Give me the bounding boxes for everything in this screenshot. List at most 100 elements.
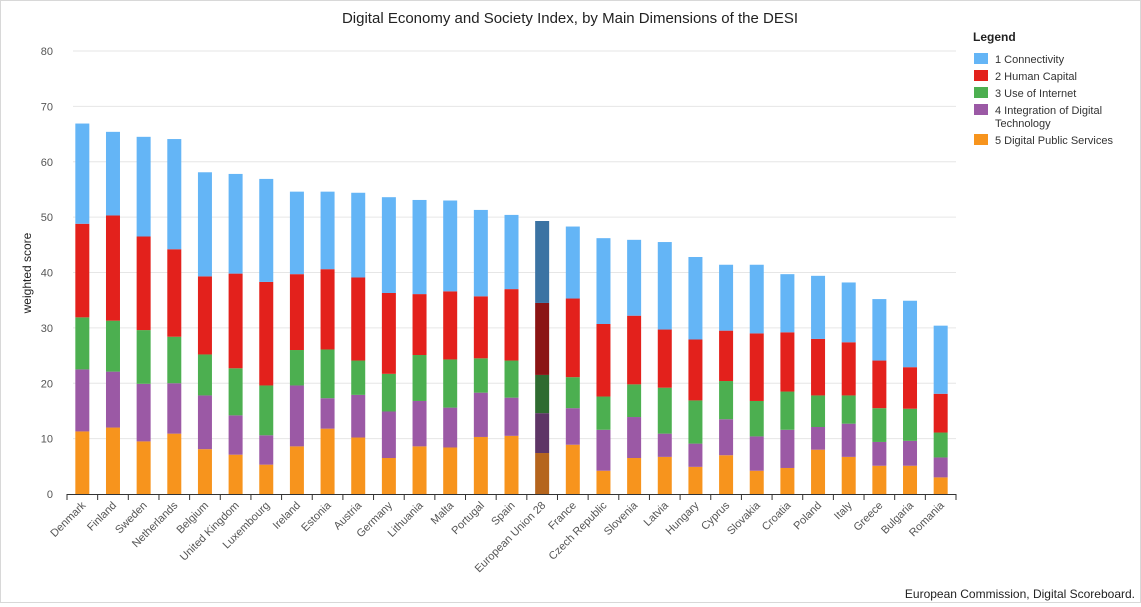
bar-segment[interactable] — [657, 242, 672, 330]
bar-segment[interactable] — [719, 381, 734, 420]
bar-segment[interactable] — [320, 191, 335, 270]
bar-segment[interactable] — [780, 429, 795, 468]
bar-segment[interactable] — [780, 467, 795, 494]
bar-segment[interactable] — [565, 444, 580, 494]
bar-segment[interactable] — [351, 360, 366, 395]
bar-segment[interactable] — [228, 415, 243, 455]
bar-segment[interactable] — [381, 292, 396, 374]
bar-segment[interactable] — [872, 441, 887, 466]
bar-segment[interactable] — [535, 374, 550, 414]
bar-segment[interactable] — [105, 131, 120, 216]
bar-segment[interactable] — [167, 139, 182, 250]
bar-segment[interactable] — [136, 383, 151, 442]
bar-segment[interactable] — [228, 273, 243, 369]
bar-segment[interactable] — [259, 281, 274, 386]
bar-segment[interactable] — [903, 300, 918, 368]
bar-segment[interactable] — [565, 226, 580, 299]
bar-segment[interactable] — [259, 385, 274, 436]
bar-segment[interactable] — [167, 433, 182, 494]
bar-segment[interactable] — [688, 466, 703, 494]
bar-segment[interactable] — [565, 408, 580, 445]
bar-segment[interactable] — [719, 419, 734, 456]
bar-segment[interactable] — [933, 393, 948, 433]
bar-segment[interactable] — [197, 395, 212, 450]
bar-segment[interactable] — [780, 391, 795, 430]
bar-segment[interactable] — [381, 458, 396, 494]
bar-segment[interactable] — [473, 296, 488, 359]
bar-segment[interactable] — [289, 446, 304, 494]
bar-segment[interactable] — [596, 429, 611, 471]
bar-segment[interactable] — [228, 173, 243, 274]
bar-segment[interactable] — [872, 360, 887, 409]
bar-segment[interactable] — [136, 330, 151, 384]
bar-segment[interactable] — [903, 465, 918, 494]
bar-segment[interactable] — [167, 336, 182, 384]
bar-segment[interactable] — [627, 417, 642, 459]
bar-segment[interactable] — [320, 428, 335, 494]
bar-segment[interactable] — [535, 221, 550, 303]
bar-segment[interactable] — [381, 197, 396, 293]
bar-segment[interactable] — [289, 191, 304, 275]
legend-label[interactable]: 4 Integration of Digital — [995, 105, 1102, 117]
legend-label[interactable]: Technology — [995, 118, 1051, 130]
bar-segment[interactable] — [75, 123, 90, 224]
bar-segment[interactable] — [903, 408, 918, 441]
bar-segment[interactable] — [504, 289, 519, 361]
bar-segment[interactable] — [657, 329, 672, 388]
bar-segment[interactable] — [657, 433, 672, 457]
bar-segment[interactable] — [811, 426, 826, 450]
bar-segment[interactable] — [688, 256, 703, 340]
bar-segment[interactable] — [105, 215, 120, 321]
bar-segment[interactable] — [412, 446, 427, 494]
bar-segment[interactable] — [443, 407, 458, 448]
bar-segment[interactable] — [289, 385, 304, 447]
bar-segment[interactable] — [504, 397, 519, 436]
bar-segment[interactable] — [75, 431, 90, 494]
bar-segment[interactable] — [933, 477, 948, 494]
bar-segment[interactable] — [228, 368, 243, 416]
bar-segment[interactable] — [351, 192, 366, 278]
bar-segment[interactable] — [443, 200, 458, 292]
bar-segment[interactable] — [75, 369, 90, 432]
bar-segment[interactable] — [75, 317, 90, 370]
bar-segment[interactable] — [136, 236, 151, 331]
legend-swatch[interactable] — [974, 87, 988, 98]
bar-segment[interactable] — [841, 395, 856, 424]
bar-segment[interactable] — [289, 274, 304, 351]
bar-segment[interactable] — [811, 338, 826, 396]
bar-segment[interactable] — [719, 455, 734, 494]
bar-segment[interactable] — [596, 323, 611, 397]
legend-label[interactable]: 2 Human Capital — [995, 71, 1077, 83]
bar-segment[interactable] — [933, 325, 948, 394]
bar-segment[interactable] — [627, 315, 642, 385]
bar-segment[interactable] — [259, 464, 274, 494]
bar-segment[interactable] — [565, 377, 580, 409]
bar-segment[interactable] — [841, 342, 856, 396]
legend-label[interactable]: 1 Connectivity — [995, 54, 1065, 66]
legend-swatch[interactable] — [974, 53, 988, 64]
bar-segment[interactable] — [749, 264, 764, 334]
bar-segment[interactable] — [381, 373, 396, 412]
bar-segment[interactable] — [749, 400, 764, 437]
bar-segment[interactable] — [749, 436, 764, 471]
bar-segment[interactable] — [167, 249, 182, 337]
bar-segment[interactable] — [473, 436, 488, 494]
legend-swatch[interactable] — [974, 134, 988, 145]
bar-segment[interactable] — [105, 371, 120, 428]
legend-label[interactable]: 5 Digital Public Services — [995, 135, 1113, 147]
bar-segment[interactable] — [412, 294, 427, 356]
bar-segment[interactable] — [443, 359, 458, 408]
bar-segment[interactable] — [75, 223, 90, 318]
bar-segment[interactable] — [443, 447, 458, 494]
bar-segment[interactable] — [719, 264, 734, 331]
bar-segment[interactable] — [627, 458, 642, 494]
bar-segment[interactable] — [841, 423, 856, 457]
bar-segment[interactable] — [841, 456, 856, 494]
bar-segment[interactable] — [473, 358, 488, 393]
legend-label[interactable]: 3 Use of Internet — [995, 88, 1076, 100]
legend-swatch[interactable] — [974, 104, 988, 115]
bar-segment[interactable] — [289, 350, 304, 386]
bar-segment[interactable] — [933, 457, 948, 478]
bar-segment[interactable] — [473, 209, 488, 297]
bar-segment[interactable] — [811, 395, 826, 427]
